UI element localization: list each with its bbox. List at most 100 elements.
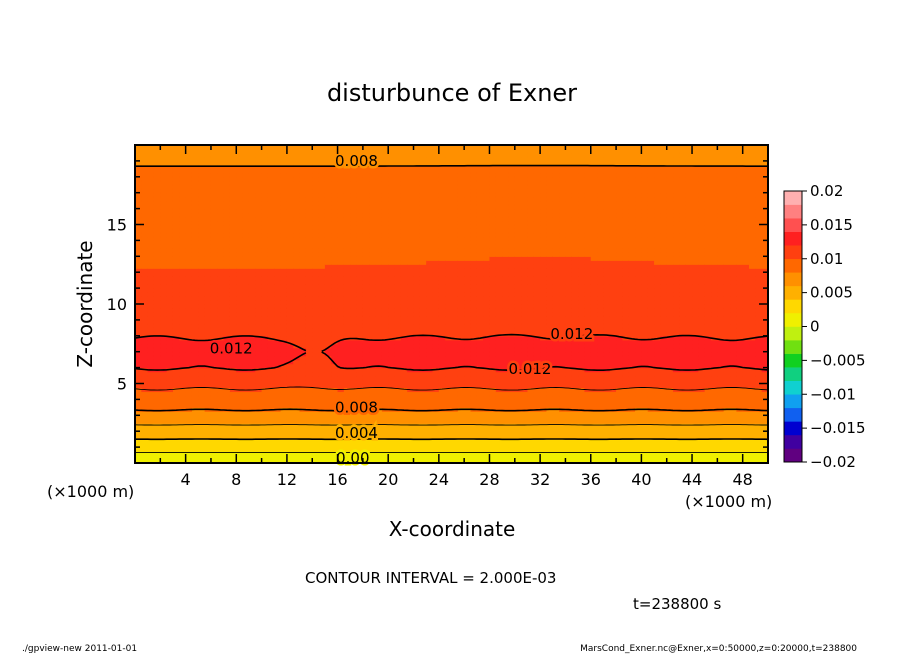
field-cell xyxy=(369,172,377,178)
field-cell xyxy=(198,419,206,424)
field-cell xyxy=(229,427,237,432)
field-cell xyxy=(274,292,282,297)
field-cell xyxy=(381,399,389,404)
field-cell xyxy=(172,192,180,198)
field-cell xyxy=(350,315,358,321)
field-cell xyxy=(261,391,269,397)
field-cell xyxy=(318,292,326,297)
field-cell xyxy=(483,395,491,400)
field-cell xyxy=(248,184,256,190)
field-cell xyxy=(191,160,199,166)
field-cell xyxy=(483,343,491,349)
field-cell xyxy=(286,331,294,337)
field-cell xyxy=(426,160,434,166)
field-cell xyxy=(204,228,212,234)
field-cell xyxy=(299,284,307,289)
field-cell xyxy=(381,355,389,361)
field-cell xyxy=(331,335,339,341)
field-cell xyxy=(229,192,237,198)
field-cell xyxy=(299,327,307,333)
field-cell xyxy=(464,383,472,389)
field-cell xyxy=(324,180,332,186)
field-cell xyxy=(223,196,231,202)
field-cell xyxy=(160,256,168,261)
field-cell xyxy=(135,455,142,460)
field-cell xyxy=(223,224,231,230)
field-cell xyxy=(350,319,358,325)
field-cell xyxy=(179,419,187,424)
field-cell xyxy=(514,431,522,436)
field-cell xyxy=(527,403,535,408)
field-cell xyxy=(476,331,484,337)
field-cell xyxy=(331,451,339,456)
field-cell xyxy=(318,224,326,230)
field-cell xyxy=(400,387,408,393)
field-cell xyxy=(312,375,320,381)
field-cell xyxy=(255,156,263,162)
field-cell xyxy=(457,145,465,150)
field-cell xyxy=(255,399,263,404)
field-cell xyxy=(400,244,408,249)
field-cell xyxy=(489,148,497,154)
field-cell xyxy=(445,327,453,333)
field-cell xyxy=(457,427,465,432)
field-cell xyxy=(210,220,218,226)
field-cell xyxy=(166,248,174,253)
field-cell xyxy=(388,264,396,269)
field-cell xyxy=(255,383,263,389)
field-cell xyxy=(388,168,396,174)
field-cell xyxy=(236,403,244,408)
field-cell xyxy=(229,443,237,448)
field-cell xyxy=(280,371,288,377)
field-cell xyxy=(407,208,415,214)
field-cell xyxy=(419,311,427,317)
field-cell xyxy=(426,459,434,463)
field-cell xyxy=(445,367,453,373)
field-cell xyxy=(527,411,535,416)
field-cell xyxy=(217,415,225,420)
field-cell xyxy=(229,399,237,404)
field-cell xyxy=(147,371,155,377)
field-cell xyxy=(223,240,231,245)
field-cell xyxy=(318,403,326,408)
field-cell xyxy=(394,244,402,249)
field-cell xyxy=(223,288,231,293)
field-cell xyxy=(457,180,465,186)
field-cell xyxy=(305,383,313,389)
field-cell xyxy=(394,288,402,293)
field-cell xyxy=(369,272,377,277)
field-cell xyxy=(356,156,364,162)
field-cell xyxy=(280,323,288,329)
field-cell xyxy=(305,451,313,456)
field-cell xyxy=(274,419,282,424)
field-cell xyxy=(331,407,339,412)
field-cell xyxy=(483,152,491,158)
field-cell xyxy=(160,323,168,329)
field-cell xyxy=(261,256,269,261)
field-cell xyxy=(204,351,212,357)
field-cell xyxy=(350,188,358,194)
field-cell xyxy=(318,168,326,174)
field-cell xyxy=(172,164,180,170)
field-cell xyxy=(521,232,529,238)
field-cell xyxy=(179,311,187,317)
field-cell xyxy=(255,343,263,349)
field-cell xyxy=(508,200,516,206)
field-cell xyxy=(476,343,484,349)
field-cell xyxy=(147,280,155,285)
field-cell xyxy=(248,451,256,456)
field-cell xyxy=(248,296,256,301)
field-cell xyxy=(495,184,503,190)
field-cell xyxy=(426,232,434,238)
field-cell xyxy=(369,300,377,305)
field-cell xyxy=(508,451,516,456)
field-cell xyxy=(521,443,529,448)
field-cell xyxy=(191,339,199,345)
field-cell xyxy=(508,435,516,440)
field-cell xyxy=(331,228,339,234)
field-cell xyxy=(419,343,427,349)
field-cell xyxy=(236,156,244,162)
field-cell xyxy=(489,355,497,361)
field-cell xyxy=(318,435,326,440)
field-cell xyxy=(242,307,250,313)
